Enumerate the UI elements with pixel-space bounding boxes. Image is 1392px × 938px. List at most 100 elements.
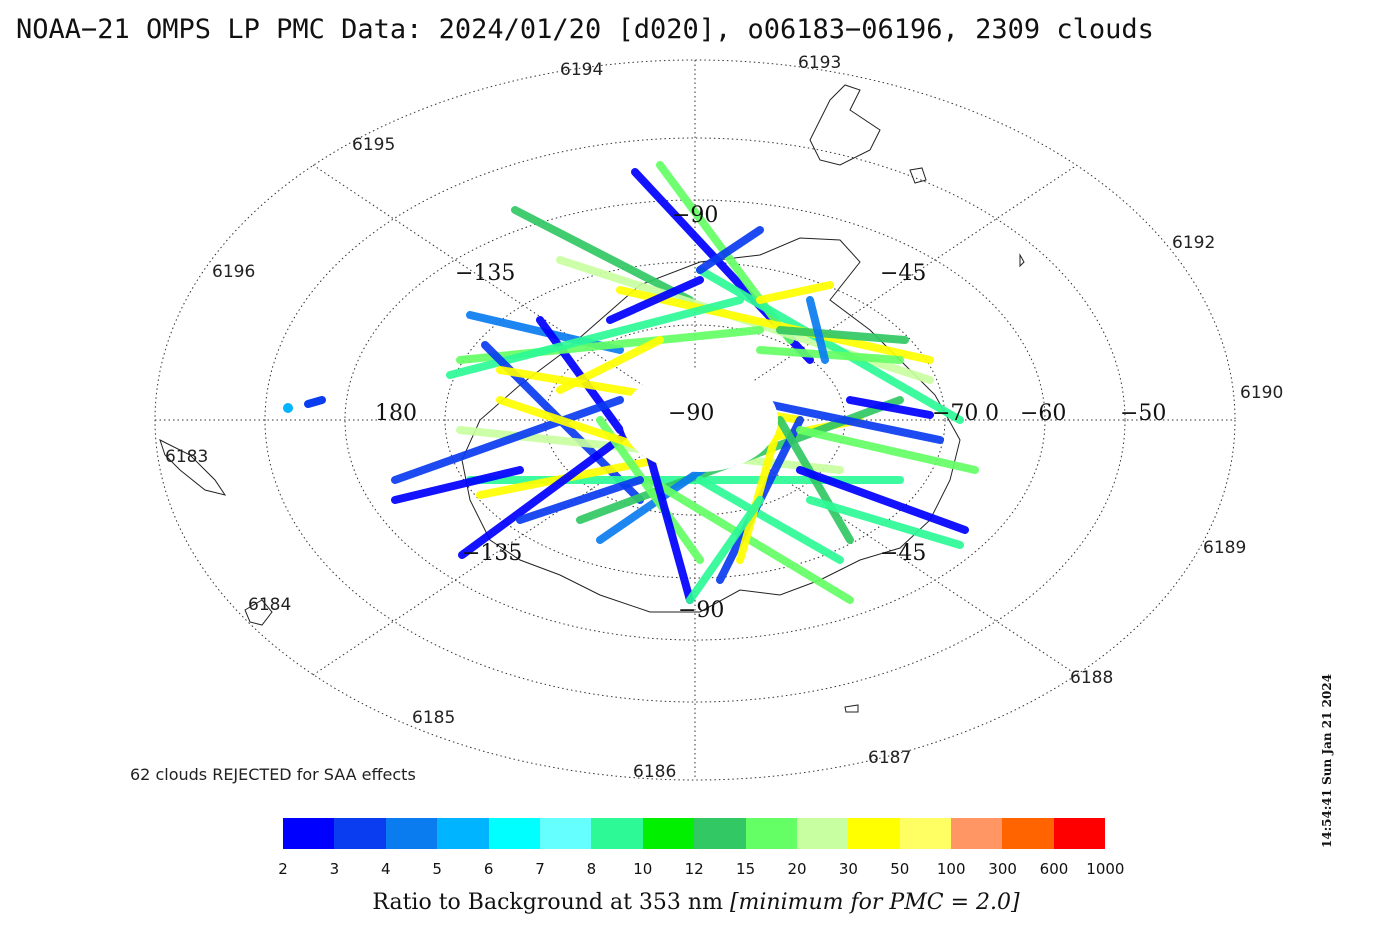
orbit-label: 6196 <box>212 262 255 282</box>
cloud-track <box>736 416 784 564</box>
polar-gap <box>622 368 778 472</box>
colorbar-tick-label: 20 <box>787 860 807 878</box>
rejected-note: 62 clouds REJECTED for SAA effects <box>130 765 416 784</box>
longitude-label: −45 <box>880 261 926 286</box>
colorbar-tick-label: 300 <box>988 860 1017 878</box>
colorbar-swatch <box>283 818 335 849</box>
cloud-track <box>796 466 969 534</box>
colorbar-ticks: 2 3 4 5 6 7 8 10 12 15 20 30 50 100 300 600 1000 <box>0 860 1392 882</box>
cloud-track <box>516 476 644 524</box>
cloud-track <box>696 226 764 274</box>
colorbar-tick-label: 6 <box>483 860 494 878</box>
colorbar-swatch <box>951 818 1003 849</box>
longitude-label: 0 <box>985 401 999 426</box>
orbit-label: 6185 <box>412 708 455 728</box>
chart-title: NOAA−21 OMPS LP PMC Data: 2024/01/20 [d0… <box>16 14 1154 45</box>
colorbar-tick-label: 7 <box>535 860 545 878</box>
cloud-track <box>556 336 664 394</box>
colorbar-tick-label: 50 <box>890 860 910 878</box>
orbit-label: 6190 <box>1240 383 1283 403</box>
cloud-track <box>304 396 326 408</box>
coastline-segment <box>809 84 881 166</box>
orbit-label: 6188 <box>1070 668 1113 688</box>
cloud-point <box>283 403 293 413</box>
colorbar-tick-label: 3 <box>329 860 340 878</box>
cloud-tracks <box>283 161 979 604</box>
coastline-segment <box>1019 253 1025 268</box>
colorbar-swatch <box>899 818 952 849</box>
colorbar-swatch <box>1002 818 1054 849</box>
longitude-label: 180 <box>375 401 417 426</box>
cloud-track <box>511 206 694 304</box>
cloud-track <box>756 346 904 364</box>
orbit-label: 6184 <box>248 595 291 615</box>
colorbar-tick-label: 100 <box>936 860 966 878</box>
longitude-label: −45 <box>880 541 926 566</box>
orbit-label: 6192 <box>1172 233 1215 253</box>
cloud-track <box>796 426 979 474</box>
colorbar-title: Ratio to Background at 353 nm [minimum f… <box>0 890 1392 915</box>
cloud-track <box>846 396 934 419</box>
orbit-label: 6183 <box>165 447 208 467</box>
cloud-track <box>686 496 764 604</box>
colorbar-swatch <box>1053 818 1106 849</box>
colorbar-tick-label: 30 <box>838 860 858 878</box>
colorbar-swatch <box>539 818 592 849</box>
colorbar-title-text: Ratio to Background at 353 nm <box>372 890 730 915</box>
colorbar-tick-label: 600 <box>1039 860 1069 878</box>
cloud-track <box>756 281 834 304</box>
latitude-label: −50 <box>1120 401 1166 426</box>
orbit-label: 6189 <box>1203 538 1246 558</box>
colorbar-swatch <box>488 818 540 849</box>
cloud-track <box>616 286 934 364</box>
orbit-label: 6186 <box>633 762 676 782</box>
cloud-track <box>606 276 704 324</box>
latitude-circle <box>264 137 1126 703</box>
latitude-label: −90 <box>668 401 714 426</box>
coastline-segment <box>461 237 961 613</box>
cloud-track <box>456 326 764 364</box>
orbit-label: 6194 <box>560 60 603 80</box>
colorbar-tick-label: 5 <box>432 860 442 878</box>
colorbar-swatch <box>334 818 386 849</box>
coastline-segment <box>159 439 227 496</box>
longitude-label: −90 <box>678 598 724 623</box>
colorbar-tick-label: 4 <box>381 860 391 878</box>
colorbar-tick-label: 1000 <box>1086 860 1125 878</box>
cloud-track <box>776 326 909 344</box>
timestamp: 14:54:41 Sun Jan 21 2024 <box>1320 673 1334 848</box>
colorbar-swatch <box>437 818 489 849</box>
cloud-track <box>696 476 844 564</box>
cloud-track <box>696 266 964 424</box>
map-labels: −90 −135 −45 180 0 −135 −45 −90 −90 −70 −60 −50 6194… <box>165 53 1283 782</box>
latitude-label: −70 <box>932 401 978 426</box>
longitude-label: −135 <box>462 541 522 566</box>
colorbar-swatch <box>745 818 797 849</box>
cloud-track <box>776 416 854 544</box>
colorbar-tick-label: 12 <box>684 860 704 878</box>
cloud-track <box>806 496 964 549</box>
colorbar-title-note: [minimum for PMC = 2.0] <box>729 890 1020 915</box>
orbit-label: 6195 <box>352 135 395 155</box>
cloud-track <box>391 466 524 504</box>
colorbar-swatch <box>591 818 643 849</box>
colorbar-tick-label: 8 <box>586 860 597 878</box>
cloud-track <box>391 396 624 484</box>
colorbar-tick-label: 10 <box>633 860 653 878</box>
cloud-track <box>536 316 624 434</box>
coastline-segment <box>244 599 273 626</box>
longitude-label: −135 <box>455 261 515 286</box>
cloud-track <box>596 416 704 564</box>
coastline-segment <box>844 704 859 713</box>
colorbar <box>283 818 1106 849</box>
colorbar-tick-label: 15 <box>736 860 756 878</box>
colorbar-tick-label: 2 <box>278 860 288 878</box>
cloud-track <box>806 296 829 364</box>
colorbar-swatch <box>694 818 746 849</box>
longitude-label: −90 <box>672 203 718 228</box>
colorbar-swatch <box>385 818 438 849</box>
colorbar-swatch <box>848 818 900 849</box>
orbit-label: 6187 <box>868 748 911 768</box>
coastline-segment <box>909 167 927 184</box>
